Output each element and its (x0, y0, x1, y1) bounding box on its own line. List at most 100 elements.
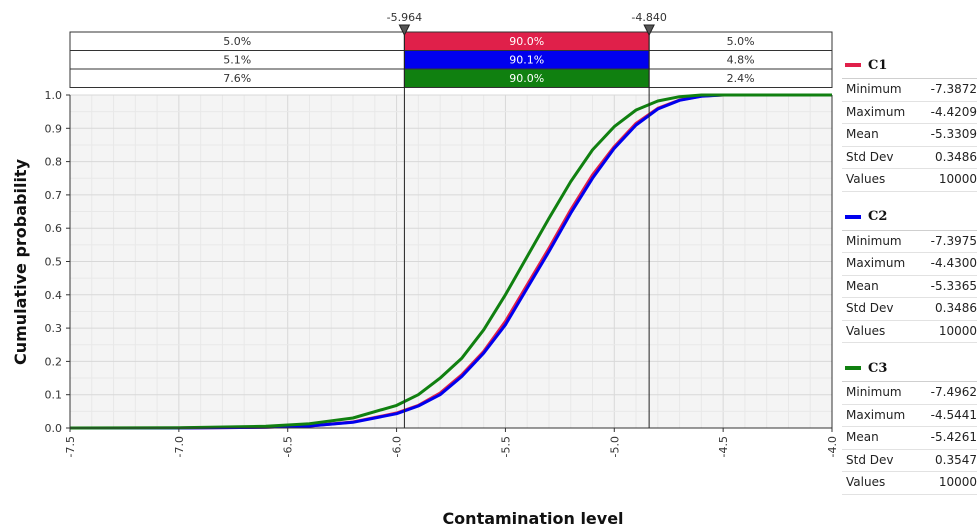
stat-value: -4.5441 (930, 407, 977, 422)
legend-entry-c3: C3 Minimum -7.4962 Maximum -4.5441 Mean -5.426… (842, 355, 977, 495)
stat-row: Maximum -4.4300 (842, 253, 977, 276)
stat-label: Values (846, 475, 886, 489)
x-tick-label: -5.5 (499, 436, 512, 457)
legend-entry-c1: C1 Minimum -7.3872 Maximum -4.4209 Mean -5.330… (842, 52, 977, 192)
marker-value-label: -5.964 (387, 11, 422, 24)
stat-value: -5.3309 (930, 127, 977, 141)
stat-label: Mean (846, 127, 879, 141)
stat-row: Mean -5.3365 (842, 276, 977, 298)
marker-value-label: -4.840 (631, 11, 666, 24)
marker-handle-icon[interactable] (643, 24, 655, 37)
stats-table: Minimum -7.3975 Maximum -4.4300 Mean -5.3365 S… (842, 229, 977, 343)
legend-series-name: C1 (868, 57, 888, 73)
band-left-label: 7.6% (223, 72, 251, 85)
stat-row: Std Dev 0.3547 (842, 450, 977, 472)
legend-entry-c2: C2 Minimum -7.3975 Maximum -4.4300 Mean -5.336… (842, 204, 977, 343)
percentile-bands: 5.0% 90.0% 5.0% 5.1% 90.1% 4.8% 7.6% 90.0% 2.4% (69, 31, 833, 88)
x-tick-label: -4.0 (826, 436, 839, 457)
marker-2[interactable]: -4.840 (631, 11, 667, 428)
marker-lines: -5.964 -4.840 (387, 11, 667, 428)
stat-value: -4.4209 (930, 104, 977, 119)
stats-table: Minimum -7.3872 Maximum -4.4209 Mean -5.3309 S… (842, 78, 977, 192)
stat-value: -4.4300 (930, 256, 977, 270)
stat-row: Values 10000 (842, 472, 977, 495)
legend-series-name: C3 (868, 360, 888, 376)
band-middle-label: 90.1% (509, 54, 544, 67)
x-tick-label: -6.0 (391, 436, 404, 457)
stat-row: Mean -5.4261 (842, 427, 977, 450)
legend-swatch (845, 366, 861, 370)
grid (69, 94, 833, 429)
legend-swatch (845, 214, 861, 219)
stat-value: -5.3365 (930, 278, 977, 293)
stat-row: Values 10000 (842, 321, 977, 343)
legend-series-name: C2 (868, 209, 888, 224)
x-tick-label: -4.5 (717, 436, 730, 457)
stat-value: -7.3975 (930, 233, 977, 248)
legend-swatch (845, 63, 861, 67)
y-tick-label: 0.3 (45, 322, 63, 335)
stat-label: Mean (846, 278, 879, 293)
band-row-c1: 5.0% 90.0% 5.0% (69, 31, 833, 51)
y-tick-label: 0.0 (45, 422, 63, 435)
stat-label: Std Dev (846, 149, 894, 164)
stat-row: Std Dev 0.3486 (842, 298, 977, 321)
band-left-label: 5.0% (223, 35, 251, 48)
stat-label: Minimum (846, 233, 902, 248)
stat-label: Std Dev (846, 301, 894, 315)
y-tick-label: 0.8 (45, 156, 63, 169)
axes: 0.0 0.1 0.2 0.3 0.4 0.5 0.6 0.7 0.8 0.9 1.0 -7.5 -7.… (45, 89, 840, 457)
series-line-c2 (70, 93, 832, 430)
stat-label: Minimum (846, 82, 902, 96)
stat-label: Std Dev (846, 452, 894, 467)
stat-row: Maximum -4.4209 (842, 102, 977, 124)
series-lines (69, 93, 832, 430)
stat-value: 0.3486 (935, 149, 977, 164)
band-middle-label: 90.0% (509, 72, 544, 85)
stat-label: Maximum (846, 104, 906, 119)
x-tick-label: -7.0 (173, 436, 186, 457)
stat-row: Std Dev 0.3486 (842, 147, 977, 169)
marker-1[interactable]: -5.964 (387, 11, 422, 428)
stat-value: -7.3872 (930, 82, 977, 96)
marker-handle-icon[interactable] (398, 24, 411, 37)
stat-label: Mean (846, 430, 879, 444)
stat-label: Maximum (846, 407, 906, 422)
y-tick-label: 1.0 (45, 89, 63, 102)
stat-row: Minimum -7.3872 (842, 79, 977, 102)
stat-label: Maximum (846, 256, 906, 270)
y-tick-label: 0.6 (45, 222, 63, 235)
cumulative-probability-chart: 5.0% 90.0% 5.0%5.1% 90.1% 4.8%7.6% 90.0% 2.4% … (11, 11, 840, 528)
x-tick-label: -5.0 (608, 436, 621, 457)
y-tick-label: 0.4 (45, 289, 63, 302)
band-row-c3: 7.6% 90.0% 2.4% (69, 68, 833, 88)
y-tick-label: 0.1 (45, 389, 63, 402)
legend: C1 Minimum -7.3872 Maximum -4.4209 Mean -5.330… (842, 52, 977, 507)
stat-row: Maximum -4.5441 (842, 405, 977, 427)
legend-header: C2 (842, 204, 977, 230)
stat-label: Values (846, 323, 886, 338)
band-left-label: 5.1% (223, 54, 251, 67)
stat-value: 10000 (938, 172, 977, 186)
x-tick-label: -7.5 (64, 436, 77, 457)
stat-label: Minimum (846, 385, 902, 399)
stat-row: Values 10000 (842, 169, 977, 192)
stat-row: Mean -5.3309 (842, 124, 977, 147)
y-tick-label: 0.2 (45, 355, 63, 368)
stats-table: Minimum -7.4962 Maximum -4.5441 Mean -5.4261 S… (842, 381, 977, 495)
x-tick-label: -6.5 (282, 436, 295, 457)
legend-header: C3 (842, 355, 977, 381)
band-right-label: 2.4% (727, 72, 755, 85)
stat-value: -5.4261 (930, 430, 977, 444)
y-tick-label: 0.9 (45, 122, 63, 135)
series-line-c3 (69, 93, 832, 430)
stat-row: Minimum -7.3975 (842, 231, 977, 253)
band-middle-label: 90.0% (509, 35, 544, 48)
stat-value: 10000 (938, 475, 977, 489)
stat-value: 0.3547 (935, 452, 977, 467)
y-tick-label: 0.5 (45, 256, 63, 269)
y-tick-label: 0.7 (45, 189, 63, 202)
y-axis-title: Cumulative probability (11, 158, 30, 365)
x-axis-title: Contamination level (442, 509, 623, 528)
stat-value: 10000 (938, 323, 977, 338)
